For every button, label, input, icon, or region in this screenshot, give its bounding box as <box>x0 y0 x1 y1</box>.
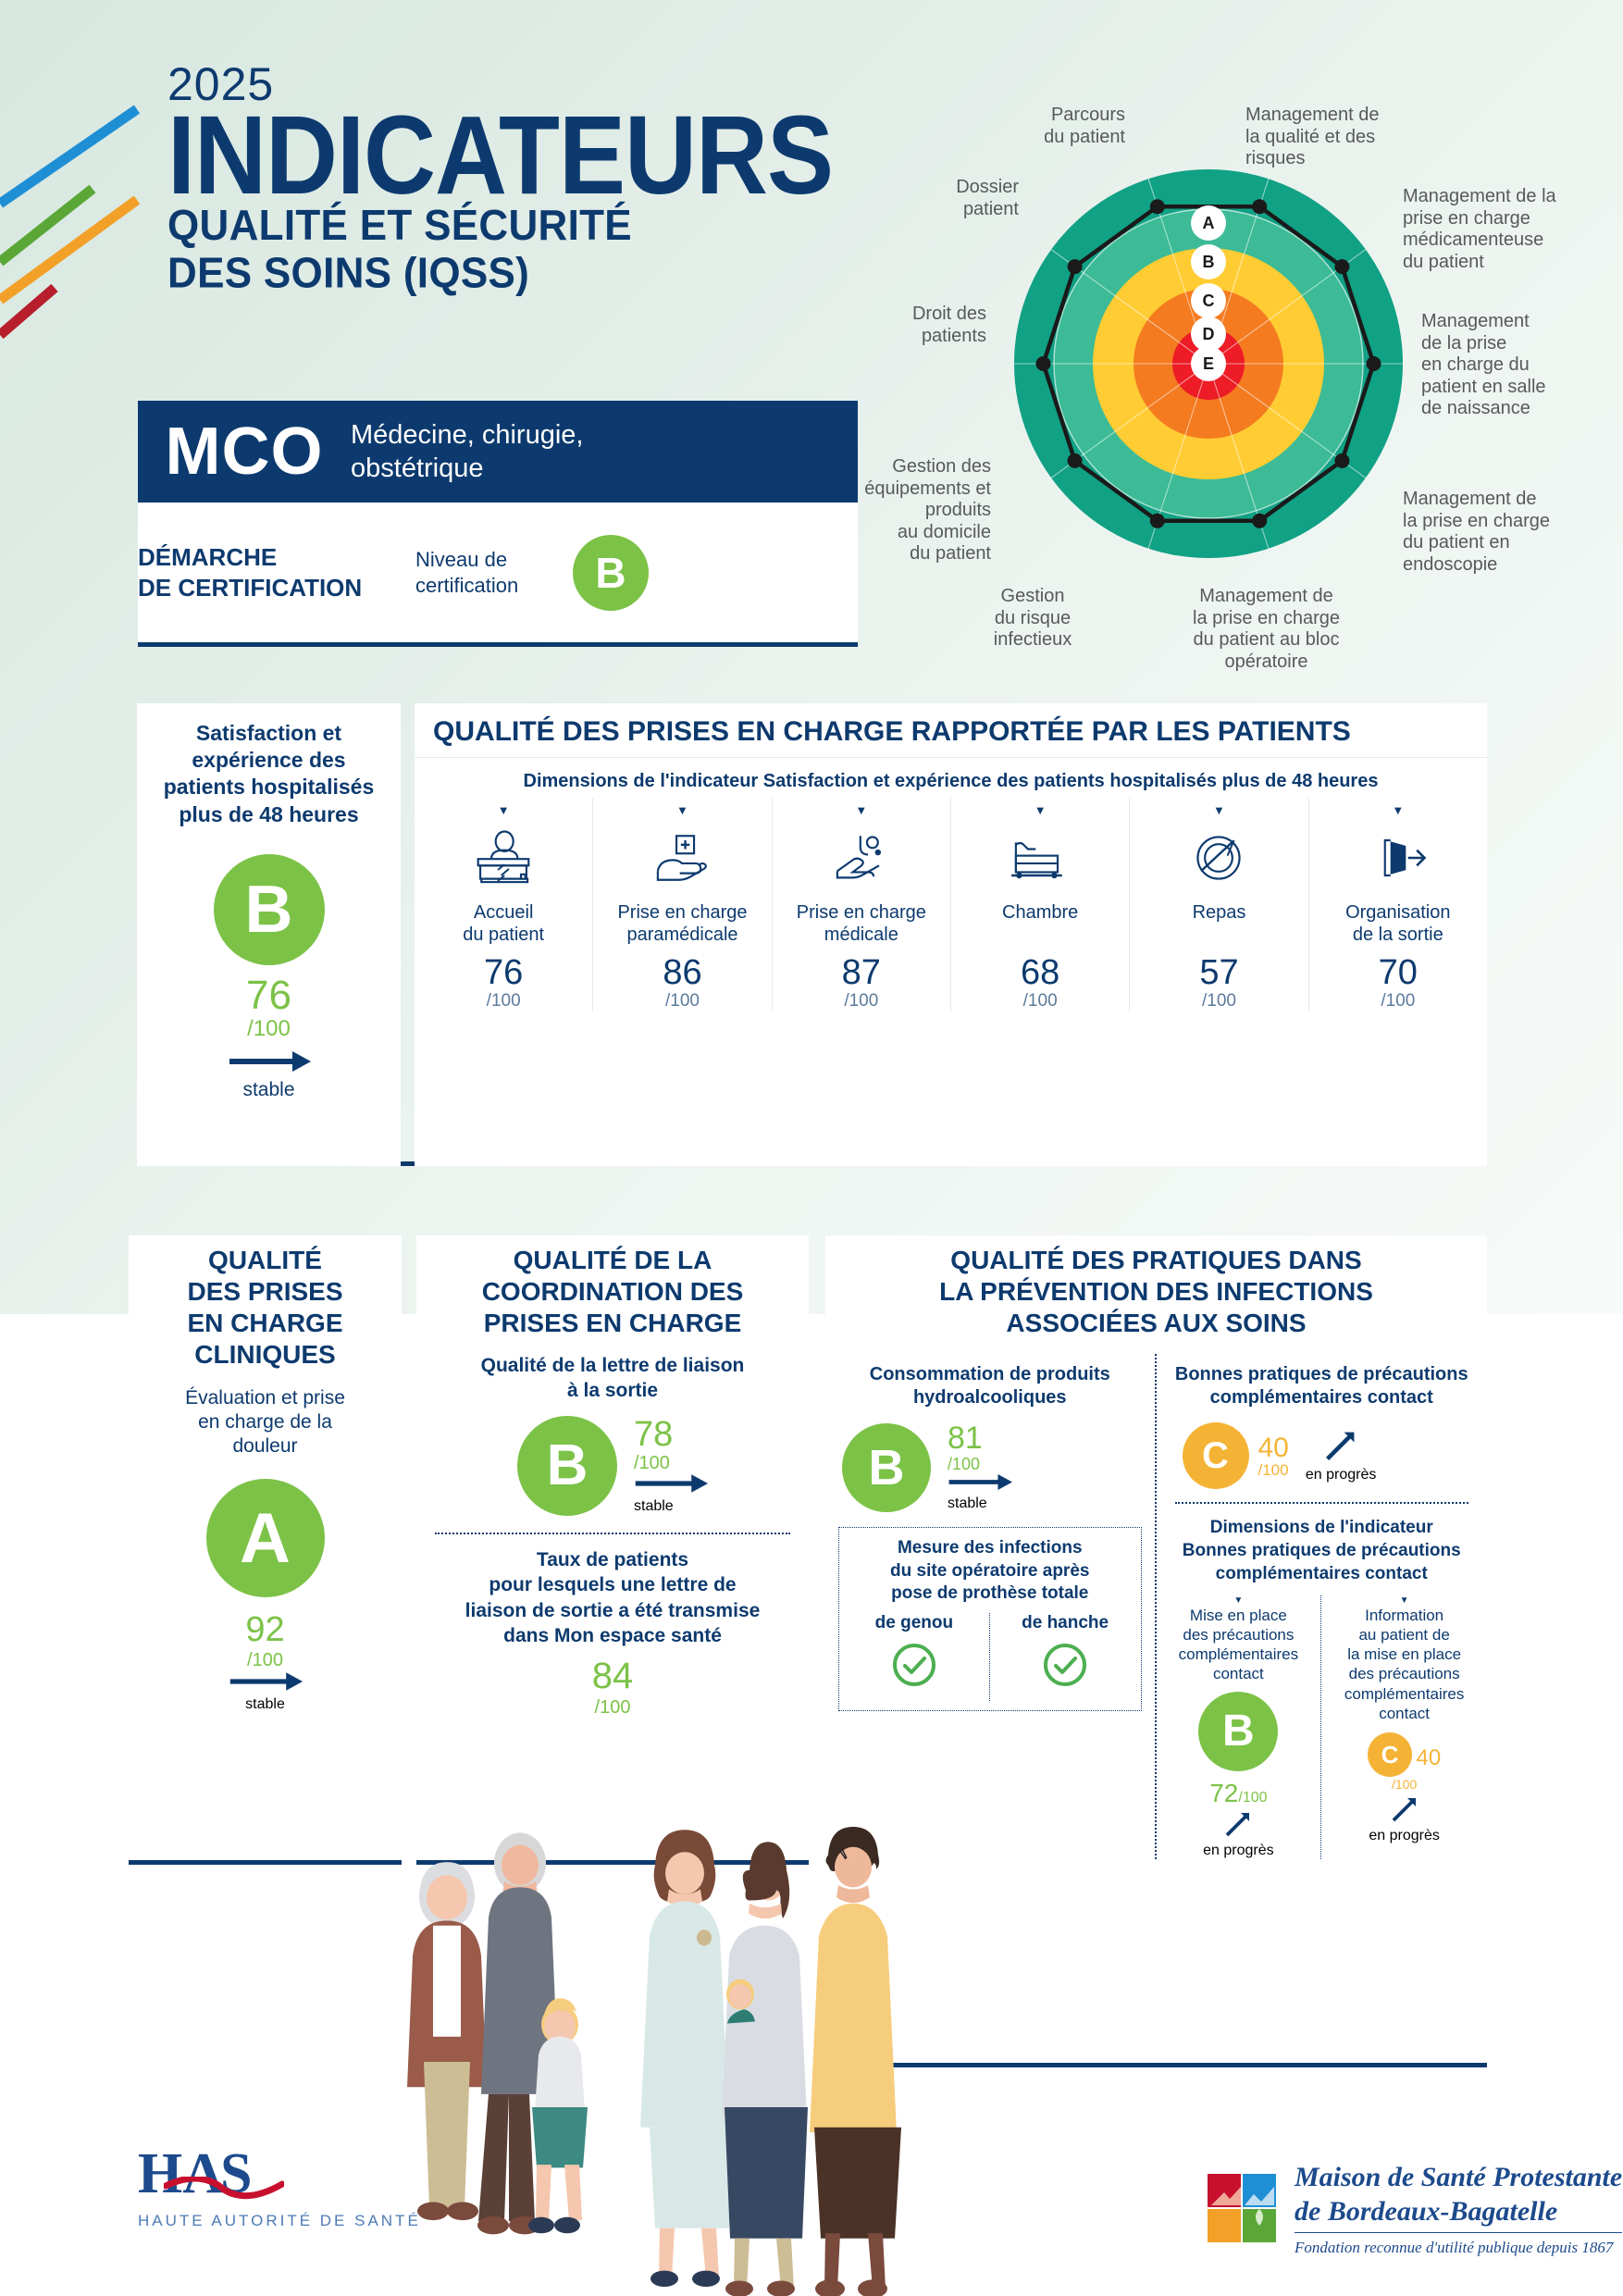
svg-text:D: D <box>1203 325 1215 343</box>
svg-text:E: E <box>1203 354 1214 373</box>
svg-text:C: C <box>1203 292 1215 310</box>
svg-text:B: B <box>1203 253 1215 271</box>
svg-text:A: A <box>1203 214 1215 232</box>
